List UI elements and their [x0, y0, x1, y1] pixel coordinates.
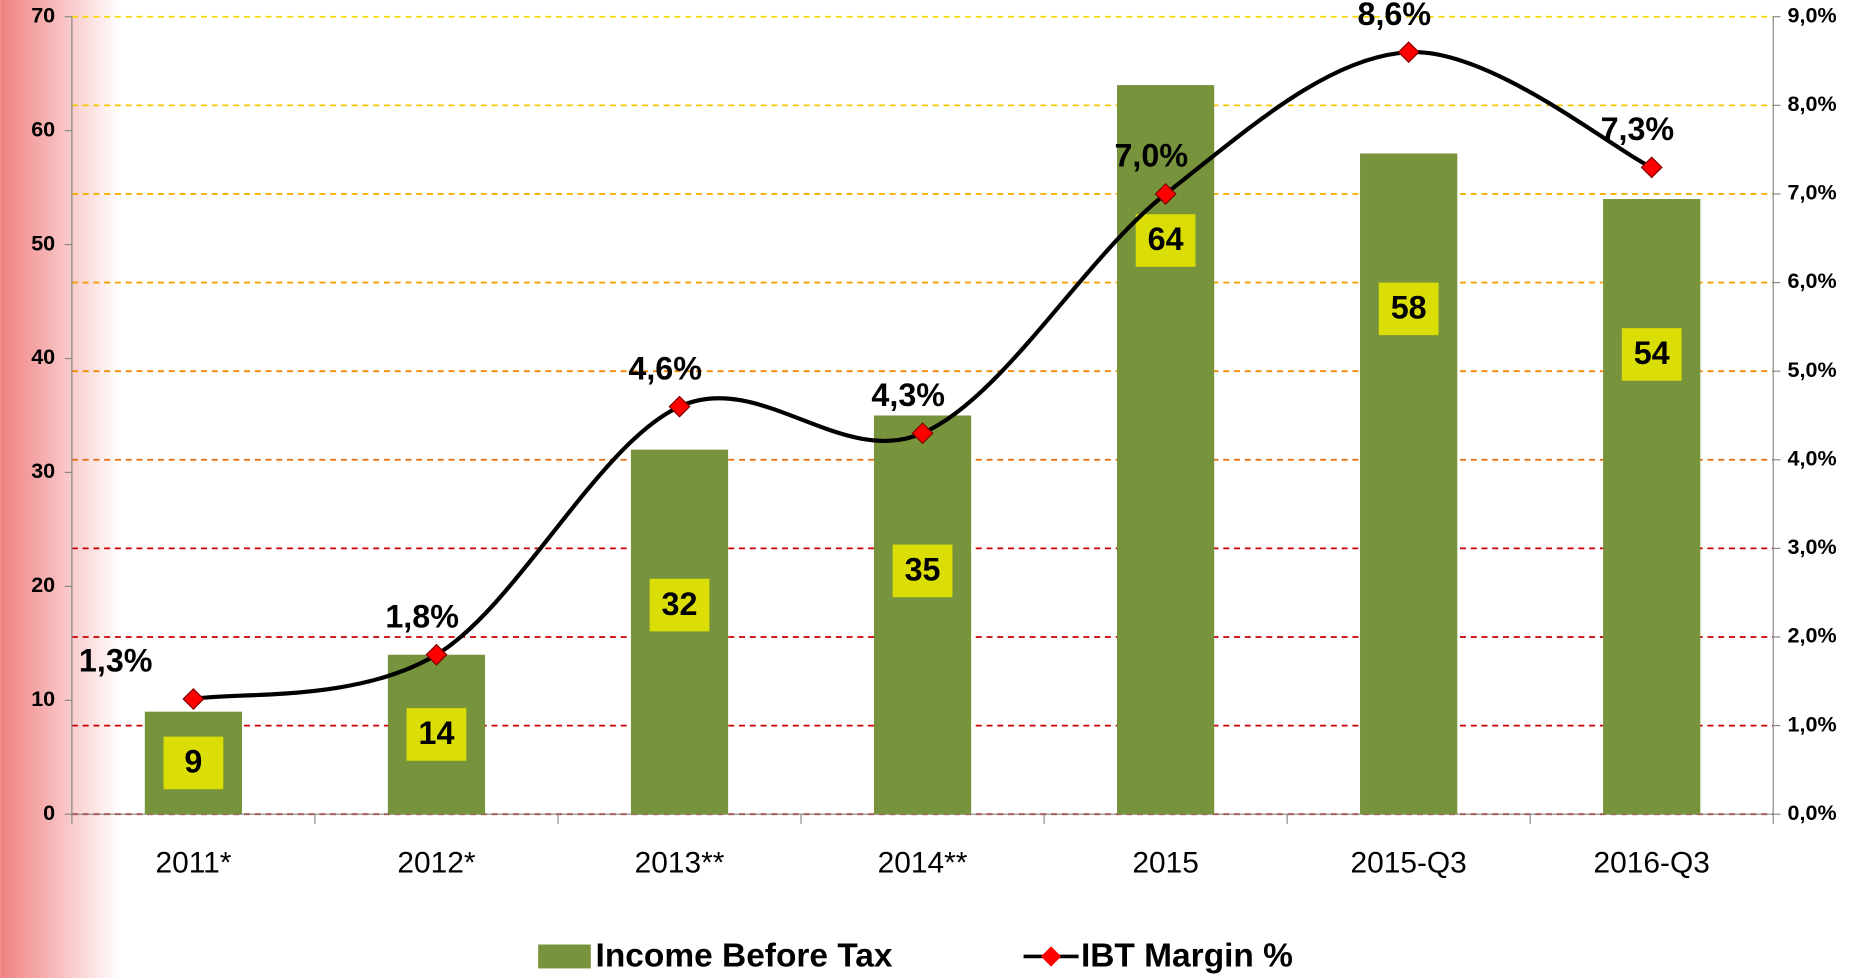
y2-tick-label: 6,0%: [1788, 269, 1837, 293]
bar: [1360, 153, 1458, 815]
y-tick-label: 0: [43, 801, 55, 825]
y-tick-label: 50: [31, 231, 55, 255]
x-tick-label: 2016-Q3: [1594, 846, 1710, 879]
x-tick-label: 2015-Q3: [1351, 846, 1467, 879]
marker: [1154, 182, 1177, 205]
data-label-box: [1135, 214, 1196, 267]
x-tick-label: 2013**: [635, 846, 725, 879]
data-label-box: [163, 736, 224, 790]
legend-marker: [1040, 946, 1062, 967]
data-label-box: [892, 544, 953, 598]
y2-tick-label: 5,0%: [1788, 358, 1837, 382]
data-label: 54: [1634, 335, 1670, 371]
x-tick-label: 2012*: [397, 846, 475, 879]
bar: [873, 415, 972, 815]
y-tick-label: 30: [31, 459, 55, 483]
y2-tick-label: 4,0%: [1788, 446, 1837, 470]
marker: [911, 422, 934, 445]
x-tick-label: 2011*: [155, 846, 231, 879]
data-label-box: [649, 578, 710, 632]
data-label: 4,3%: [871, 377, 945, 413]
marker: [182, 688, 205, 711]
bar: [1116, 85, 1215, 815]
data-label: 64: [1148, 221, 1184, 257]
data-label: 1,8%: [385, 598, 459, 634]
data-label: 8,6%: [1358, 0, 1432, 32]
y2-tick-label: 7,0%: [1788, 181, 1837, 205]
data-label: 32: [662, 586, 698, 622]
data-label-box: [406, 708, 467, 761]
data-label: 9: [184, 744, 202, 780]
data-label: 7,3%: [1601, 111, 1675, 147]
data-label: 7,0%: [1114, 138, 1188, 174]
data-label: 58: [1391, 290, 1427, 326]
marker: [668, 395, 691, 418]
data-label: 1,3%: [79, 643, 153, 679]
legend-label: IBT Margin %: [1081, 938, 1293, 975]
marker: [425, 643, 448, 666]
y-tick-label: 20: [31, 573, 55, 597]
bar: [1603, 199, 1701, 815]
bar: [630, 449, 729, 815]
data-label-box: [1621, 328, 1682, 381]
y-tick-label: 60: [31, 117, 55, 141]
y2-tick-label: 1,0%: [1788, 712, 1837, 736]
data-label: 4,6%: [628, 350, 702, 386]
legend-swatch: [538, 944, 591, 969]
y-tick-label: 70: [31, 3, 55, 27]
marker: [1397, 41, 1420, 64]
y2-tick-label: 0,0%: [1788, 801, 1837, 825]
y2-tick-label: 3,0%: [1788, 535, 1837, 559]
y2-tick-label: 2,0%: [1788, 624, 1837, 648]
data-label-box: [1378, 282, 1439, 336]
marker: [1640, 156, 1663, 179]
y2-tick-label: 8,0%: [1788, 92, 1837, 116]
side-gradient: [0, 0, 120, 978]
y-tick-label: 10: [31, 687, 55, 711]
x-tick-label: 2014**: [878, 846, 968, 879]
legend-label: Income Before Tax: [596, 938, 893, 975]
y2-tick-label: 9,0%: [1788, 3, 1837, 27]
x-tick-label: 2015: [1132, 846, 1198, 879]
data-label: 35: [905, 552, 941, 588]
data-label: 14: [419, 715, 455, 751]
y-tick-label: 40: [31, 345, 55, 369]
